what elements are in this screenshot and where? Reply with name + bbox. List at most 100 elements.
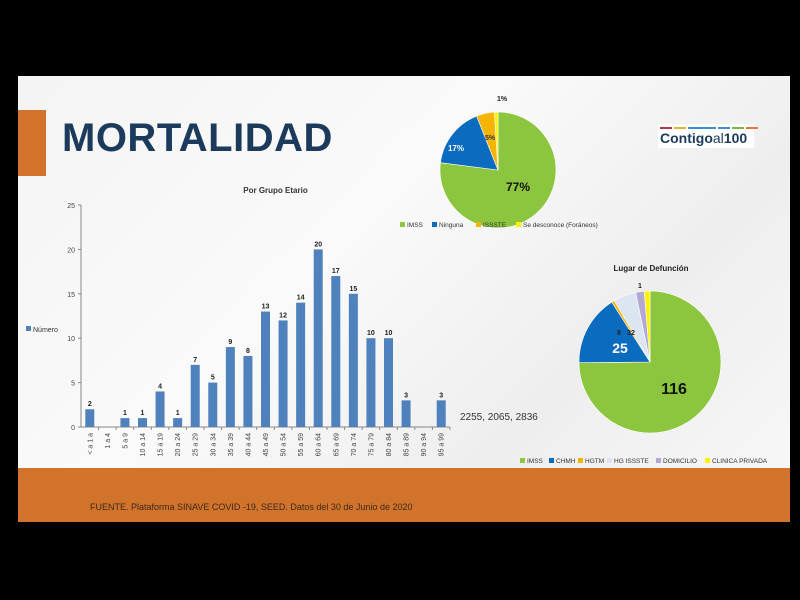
bar-chart-title: Por Grupo Etario — [243, 186, 308, 195]
y-tick-label: 15 — [67, 292, 75, 299]
pie-defuncion-legend-swatch — [520, 458, 525, 463]
x-tick-label: 50 a 54 — [281, 433, 288, 456]
y-tick-label: 0 — [71, 425, 75, 432]
pie-defuncion-data-label: 25 — [612, 340, 628, 356]
bar-data-label: 20 — [314, 241, 322, 248]
bar — [348, 293, 358, 427]
pie-defuncion-data-label: 8 — [617, 330, 621, 337]
pie-defuncion-legend-swatch — [705, 458, 710, 463]
contigo-al-100-logo: Contigoal100 — [658, 124, 758, 148]
logo-stripe — [732, 127, 744, 129]
pie-derechohabiencia-data-label: 17% — [448, 144, 464, 153]
y-tick-label: 5 — [71, 381, 75, 388]
bar — [278, 320, 288, 427]
bar-data-label: 3 — [439, 392, 443, 399]
pie-defuncion-legend-label: IMSS — [527, 458, 544, 465]
legend-label: Número — [33, 327, 58, 334]
logo-text-main: Contigo — [660, 130, 713, 146]
pie-defuncion-legend-swatch — [549, 458, 554, 463]
pie-defuncion-legend-label: CHMH — [556, 458, 576, 465]
pie-defuncion-slice — [578, 301, 651, 364]
x-tick-label: < a 1 a — [87, 433, 94, 455]
bar — [173, 418, 183, 427]
logo-stripes — [660, 127, 758, 129]
pie-derechohabiencia-slice — [440, 115, 499, 171]
logo-text-num: 100 — [723, 130, 748, 146]
pie-derechohabiencia-legend-label: Se desconoce (Foráneos) — [523, 222, 598, 229]
x-tick-label: 20 a 24 — [175, 433, 182, 456]
bar-data-label: 9 — [228, 339, 232, 346]
pie-derechohabiencia-legend-swatch — [476, 222, 481, 227]
bar-data-label: 17 — [332, 268, 340, 275]
logo-stripe — [674, 127, 686, 129]
x-tick-label: 75 a 79 — [368, 433, 375, 456]
logo-stripe — [660, 127, 672, 129]
bar — [261, 311, 270, 427]
y-tick-label: 25 — [67, 203, 75, 210]
page-title: MORTALIDAD — [62, 116, 333, 160]
slide: MORTALIDAD Contigoal100 Por Grupo Etario… — [18, 76, 790, 522]
bar-data-label: 5 — [211, 375, 215, 382]
pie-defuncion-legend-label: CLINICA PRIVADA — [712, 458, 768, 465]
pie-defuncion-slice — [643, 290, 651, 363]
pie-derechohabiencia-legend-label: IMSS — [407, 222, 424, 229]
bar — [296, 302, 306, 427]
bar-data-label: 7 — [193, 357, 197, 364]
bar-data-label: 1 — [123, 410, 127, 417]
bar — [243, 355, 253, 427]
x-tick-label: 95 a 99 — [439, 433, 446, 456]
accent-bar — [18, 110, 46, 176]
bar-data-label: 2 — [88, 401, 92, 408]
pie-derechohabiencia-legend-label: ISSSTE — [483, 222, 507, 229]
x-tick-label: 55 a 59 — [298, 433, 305, 456]
pie-derechohabiencia-legend-swatch — [400, 222, 405, 227]
bar-data-label: 4 — [158, 383, 162, 390]
bar — [120, 418, 130, 427]
bar — [436, 400, 446, 427]
x-tick-label: 45 a 49 — [263, 433, 270, 456]
logo-text-al: al — [712, 130, 724, 146]
pie-derechohabiencia-legend-swatch — [432, 222, 437, 227]
bar — [155, 391, 165, 427]
bar-data-label: 1 — [141, 410, 145, 417]
x-tick-label: 25 a 29 — [193, 433, 200, 456]
x-tick-label: 30 a 34 — [210, 433, 217, 456]
x-tick-label: 35 a 39 — [228, 433, 235, 456]
x-tick-label: 60 a 64 — [316, 433, 323, 456]
bar-data-label: 10 — [367, 330, 375, 337]
extra-text: 2255, 2065, 2836 — [460, 412, 538, 423]
pie-derechohabiencia-data-label: 1% — [497, 96, 508, 103]
pie-derechohabiencia-legend-swatch — [516, 222, 521, 227]
y-tick-label: 20 — [67, 247, 75, 254]
x-tick-label: 10 a 14 — [140, 433, 147, 456]
x-tick-label: 65 a 69 — [333, 433, 340, 456]
bar-data-label: 12 — [279, 312, 287, 319]
bar-data-label: 13 — [262, 304, 270, 311]
bar — [190, 364, 200, 427]
pie-derechohabiencia-data-label: 5% — [485, 135, 496, 142]
bar-data-label: 10 — [385, 330, 393, 337]
x-tick-label: 15 a 19 — [158, 433, 165, 456]
pie-defuncion-legend-label: DOMICILIO — [663, 458, 697, 465]
pie-derechohabiencia-slice — [439, 111, 557, 229]
pie-defuncion-legend-swatch — [578, 458, 583, 463]
y-tick-label: 10 — [67, 336, 75, 343]
pie-defuncion-legend-swatch — [607, 458, 612, 463]
bar — [366, 338, 376, 427]
pie-defuncion-legend-label: HGTM — [585, 458, 604, 465]
pie-defuncion-legend-label: HG ISSSTE — [614, 458, 649, 465]
pie-defuncion-data-label: 3 — [627, 330, 631, 337]
x-tick-label: 1 a 4 — [105, 433, 112, 449]
x-tick-label: 90 a 94 — [421, 433, 428, 456]
bar — [138, 418, 147, 427]
legend-swatch — [26, 326, 31, 331]
bar — [225, 347, 235, 427]
x-tick-label: 80 a 84 — [386, 433, 393, 456]
pie-defuncion-data-label: 1 — [638, 283, 642, 290]
x-tick-label: 85 a 89 — [404, 433, 411, 456]
x-tick-label: 70 a 74 — [351, 433, 358, 456]
footer-band: FUENTE. Plataforma SINAVE COVID -19, SEE… — [18, 468, 790, 522]
bar-data-label: 15 — [349, 286, 357, 293]
bar-data-label: 14 — [297, 295, 305, 302]
